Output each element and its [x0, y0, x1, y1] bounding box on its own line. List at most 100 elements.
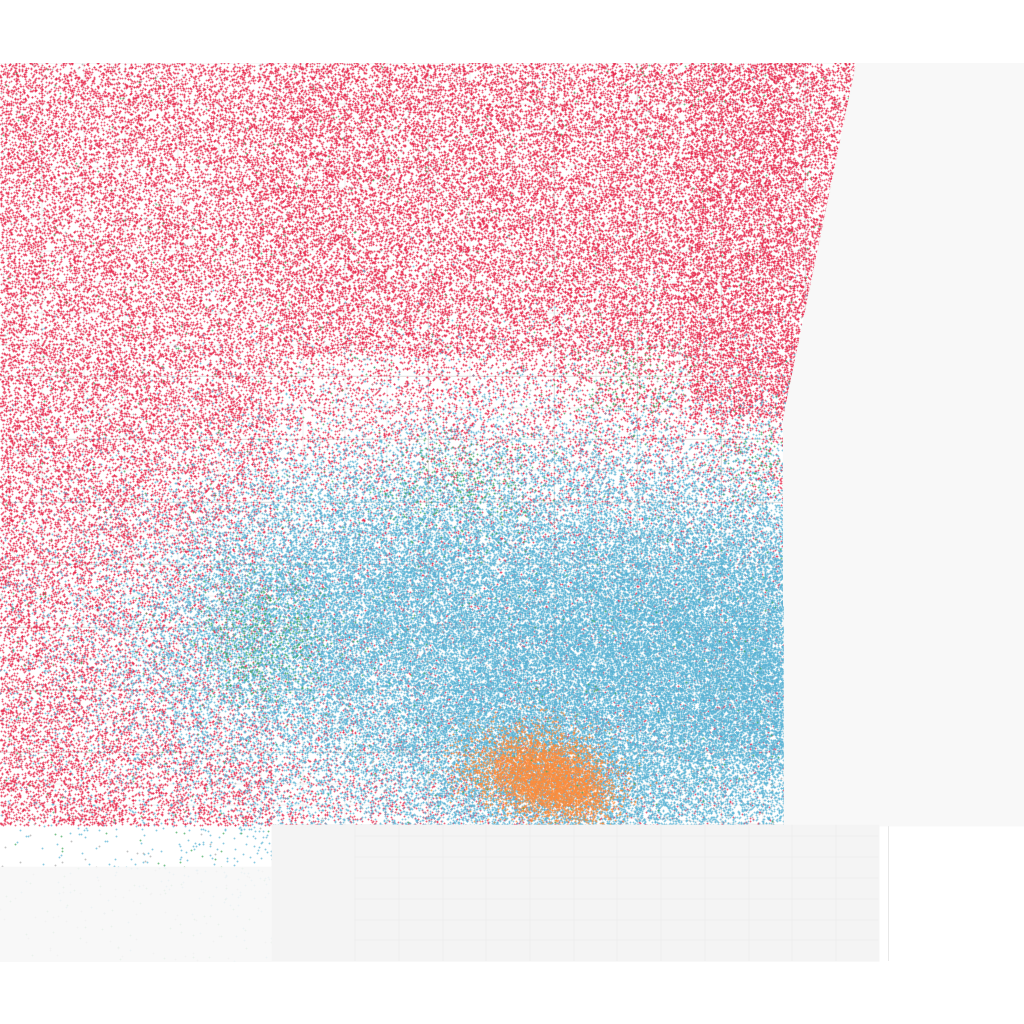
Point: [445, 743, 462, 760]
Point: [648, 167, 665, 183]
Point: [205, 282, 221, 298]
Point: [210, 418, 226, 434]
Point: [280, 806, 296, 822]
Point: [536, 736, 552, 753]
Point: [43, 465, 59, 481]
Point: [901, 140, 918, 157]
Point: [492, 750, 508, 766]
Point: [92, 418, 109, 434]
Point: [101, 432, 118, 449]
Point: [379, 795, 395, 811]
Point: [220, 151, 237, 167]
Point: [640, 340, 656, 356]
Point: [138, 717, 155, 733]
Point: [428, 415, 444, 431]
Point: [441, 270, 458, 287]
Point: [733, 720, 750, 736]
Point: [743, 202, 760, 218]
Point: [237, 592, 253, 608]
Point: [732, 81, 749, 97]
Point: [280, 671, 296, 687]
Point: [442, 95, 459, 112]
Point: [171, 497, 187, 513]
Point: [559, 764, 575, 780]
Point: [702, 672, 719, 688]
Point: [495, 817, 511, 834]
Point: [15, 367, 32, 383]
Point: [503, 446, 519, 463]
Point: [98, 743, 115, 760]
Point: [83, 116, 99, 132]
Point: [736, 680, 753, 696]
Point: [501, 813, 517, 829]
Point: [802, 476, 818, 493]
Point: [388, 249, 404, 265]
Point: [656, 738, 673, 755]
Point: [692, 147, 709, 164]
Point: [217, 283, 233, 299]
Point: [393, 579, 410, 595]
Point: [70, 447, 86, 464]
Point: [34, 102, 50, 119]
Point: [595, 649, 611, 666]
Point: [187, 773, 204, 790]
Point: [138, 854, 155, 870]
Point: [465, 118, 481, 134]
Point: [474, 220, 490, 237]
Point: [223, 316, 240, 333]
Point: [584, 718, 600, 734]
Point: [524, 602, 541, 618]
Point: [384, 579, 400, 595]
Point: [845, 84, 861, 100]
Point: [768, 722, 784, 738]
Point: [262, 557, 279, 573]
Point: [540, 641, 556, 657]
Point: [355, 229, 372, 246]
Point: [932, 309, 948, 326]
Point: [657, 196, 674, 212]
Point: [718, 809, 734, 825]
Point: [461, 151, 477, 167]
Point: [574, 91, 591, 108]
Point: [58, 577, 75, 593]
Point: [486, 598, 503, 614]
Point: [715, 153, 731, 169]
Point: [639, 554, 655, 570]
Point: [517, 798, 534, 814]
Point: [719, 503, 735, 519]
Point: [884, 79, 900, 95]
Point: [486, 251, 503, 267]
Point: [574, 701, 591, 718]
Point: [755, 593, 771, 609]
Point: [584, 634, 600, 650]
Point: [119, 179, 135, 196]
Point: [291, 495, 307, 511]
Point: [758, 760, 774, 776]
Point: [596, 291, 612, 307]
Point: [791, 602, 807, 618]
Point: [65, 627, 81, 643]
Point: [464, 695, 480, 712]
Point: [492, 548, 508, 564]
Point: [885, 289, 901, 305]
Point: [595, 718, 611, 734]
Point: [559, 476, 575, 493]
Point: [861, 368, 878, 384]
Point: [550, 397, 566, 414]
Point: [831, 556, 848, 572]
Point: [512, 718, 528, 734]
Point: [641, 807, 657, 823]
Point: [537, 155, 553, 171]
Point: [34, 88, 50, 104]
Point: [880, 221, 896, 238]
Point: [654, 600, 671, 616]
Point: [954, 63, 971, 80]
Point: [537, 540, 553, 556]
Point: [253, 188, 269, 205]
Point: [99, 671, 116, 687]
Point: [660, 788, 677, 805]
Point: [863, 482, 880, 499]
Point: [641, 524, 657, 541]
Point: [761, 105, 777, 122]
Point: [657, 285, 674, 301]
